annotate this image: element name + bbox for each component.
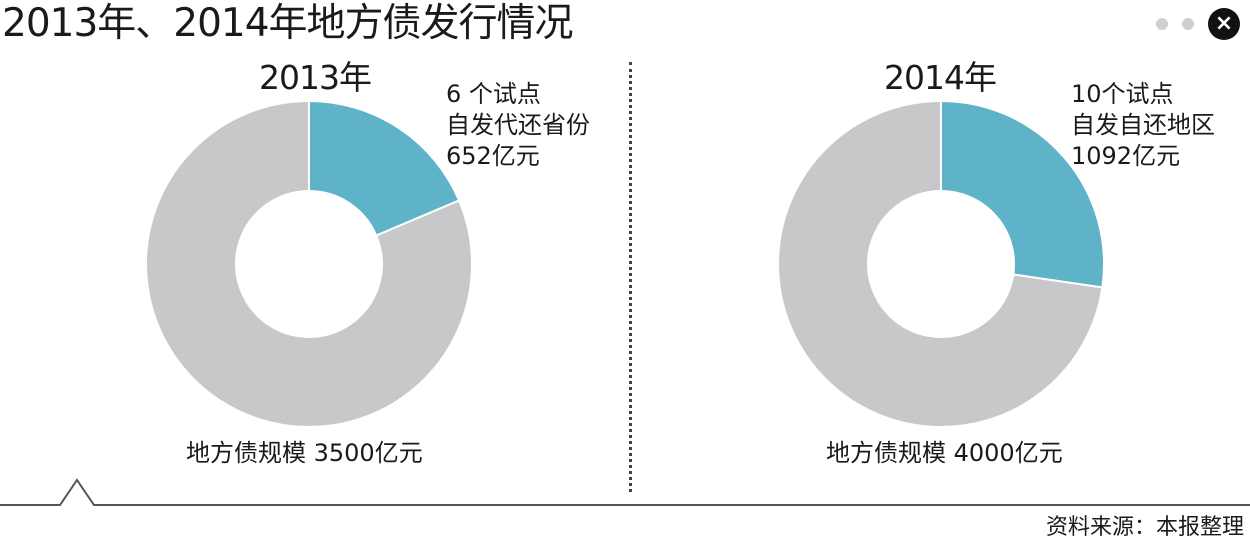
annotation-2014-line1: 10个试点 xyxy=(1071,80,1174,108)
annotation-2014-amount: 1092亿元 xyxy=(1071,142,1181,170)
source-note: 资料来源：本报整理 xyxy=(1045,515,1244,540)
chart-title-2014: 2014年 xyxy=(884,58,997,97)
donut-chart-2014 xyxy=(777,99,1105,428)
chart-divider xyxy=(629,62,632,492)
annotation-2013-line2: 自发代还省份 xyxy=(446,111,590,139)
donut-slice-pilot xyxy=(940,99,1105,289)
donut-chart-2013 xyxy=(145,99,473,428)
header-controls: × xyxy=(1156,8,1240,40)
prev-dot-icon[interactable] xyxy=(1156,18,1168,30)
next-dot-icon[interactable] xyxy=(1182,18,1194,30)
baseline-rule xyxy=(0,478,1250,506)
annotation-2013: 6 个试点 自发代还省份 652亿元 xyxy=(446,79,590,172)
total-label-2014: 地方债规模 4000亿元 xyxy=(826,439,1063,467)
annotation-2014-line2: 自发自还地区 xyxy=(1071,111,1215,139)
donut-slice-rest xyxy=(145,99,473,428)
annotation-2014: 10个试点 自发自还地区 1092亿元 xyxy=(1071,79,1215,172)
donut-slice-rest xyxy=(777,99,1104,428)
annotation-2013-amount: 652亿元 xyxy=(446,142,540,170)
close-icon[interactable]: × xyxy=(1208,8,1240,40)
chart-title-2013: 2013年 xyxy=(259,58,372,97)
page-title: 2013年、2014年地方债发行情况 xyxy=(2,1,574,46)
donut-slice-pilot xyxy=(308,99,461,237)
annotation-2013-line1: 6 个试点 xyxy=(446,80,541,108)
total-label-2013: 地方债规模 3500亿元 xyxy=(186,439,423,467)
